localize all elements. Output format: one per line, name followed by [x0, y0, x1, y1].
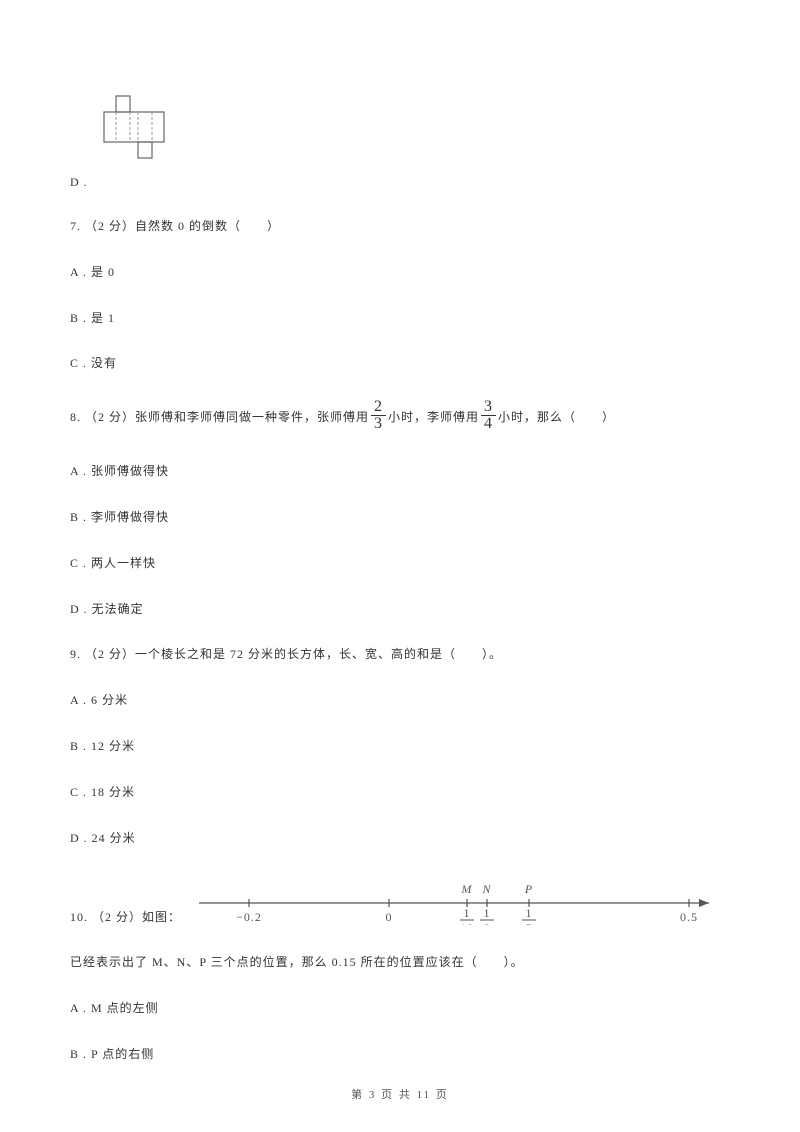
q10-opt-b: B . P 点的右侧 — [70, 1046, 730, 1063]
svg-text:5: 5 — [526, 921, 533, 925]
svg-text:1: 1 — [526, 906, 533, 920]
svg-text:8: 8 — [484, 921, 491, 925]
q7-stem: 7. （2 分）自然数 0 的倒数（ ） — [70, 218, 730, 235]
q8-opt-b: B . 李师傅做得快 — [70, 509, 730, 526]
q9-opt-a: A . 6 分米 — [70, 692, 730, 709]
cube-net-figure — [98, 90, 730, 167]
q8-opt-a: A . 张师傅做得快 — [70, 463, 730, 480]
q7-opt-a: A . 是 0 — [70, 264, 730, 281]
q7-opt-c: C . 没有 — [70, 355, 730, 372]
q9-stem: 9. （2 分）一个棱长之和是 72 分米的长方体，长、宽、高的和是（ ）。 — [70, 646, 730, 663]
q10-stem2: 已经表示出了 M、N、P 三个点的位置，那么 0.15 所在的位置应该在（ ）。 — [70, 954, 730, 971]
q8-opt-c: C . 两人一样快 — [70, 555, 730, 572]
option-d-label: D . — [70, 175, 730, 190]
svg-text:0: 0 — [386, 910, 393, 924]
q9-opt-b: B . 12 分米 — [70, 738, 730, 755]
q8-stem: 8. （2 分）张师傅和李师傅同做一种零件，张师傅用 2 3 小时，李师傅用 3… — [70, 401, 730, 434]
q9-opt-c: C . 18 分米 — [70, 784, 730, 801]
q10-row: 10. （2 分）如图： −0.20M110N18P150.5 — [70, 875, 730, 925]
q8-opt-d: D . 无法确定 — [70, 601, 730, 618]
q10-opt-a: A . M 点的左侧 — [70, 1000, 730, 1017]
q8-pre: 8. （2 分）张师傅和李师傅同做一种零件，张师傅用 — [70, 409, 369, 426]
q8-frac2: 3 4 — [481, 399, 496, 432]
svg-text:P: P — [524, 882, 533, 896]
svg-text:N: N — [482, 882, 492, 896]
svg-text:10: 10 — [460, 921, 474, 925]
q9-opt-d: D . 24 分米 — [70, 830, 730, 847]
svg-text:M: M — [461, 882, 473, 896]
numberline-svg: −0.20M110N18P150.5 — [189, 875, 729, 925]
q10-lead: 10. （2 分）如图： — [70, 909, 181, 926]
q8-frac1: 2 3 — [371, 399, 386, 432]
q8-post: 小时，那么（ ） — [498, 409, 615, 426]
svg-text:−0.2: −0.2 — [236, 910, 262, 924]
cube-net-svg — [98, 90, 170, 162]
svg-text:0.5: 0.5 — [680, 910, 698, 924]
svg-text:1: 1 — [484, 906, 491, 920]
svg-text:1: 1 — [464, 906, 471, 920]
numberline-wrap: −0.20M110N18P150.5 — [189, 875, 730, 925]
page-footer: 第 3 页 共 11 页 — [0, 1086, 800, 1102]
q7-opt-b: B . 是 1 — [70, 310, 730, 327]
q8-mid: 小时，李师傅用 — [388, 409, 479, 426]
